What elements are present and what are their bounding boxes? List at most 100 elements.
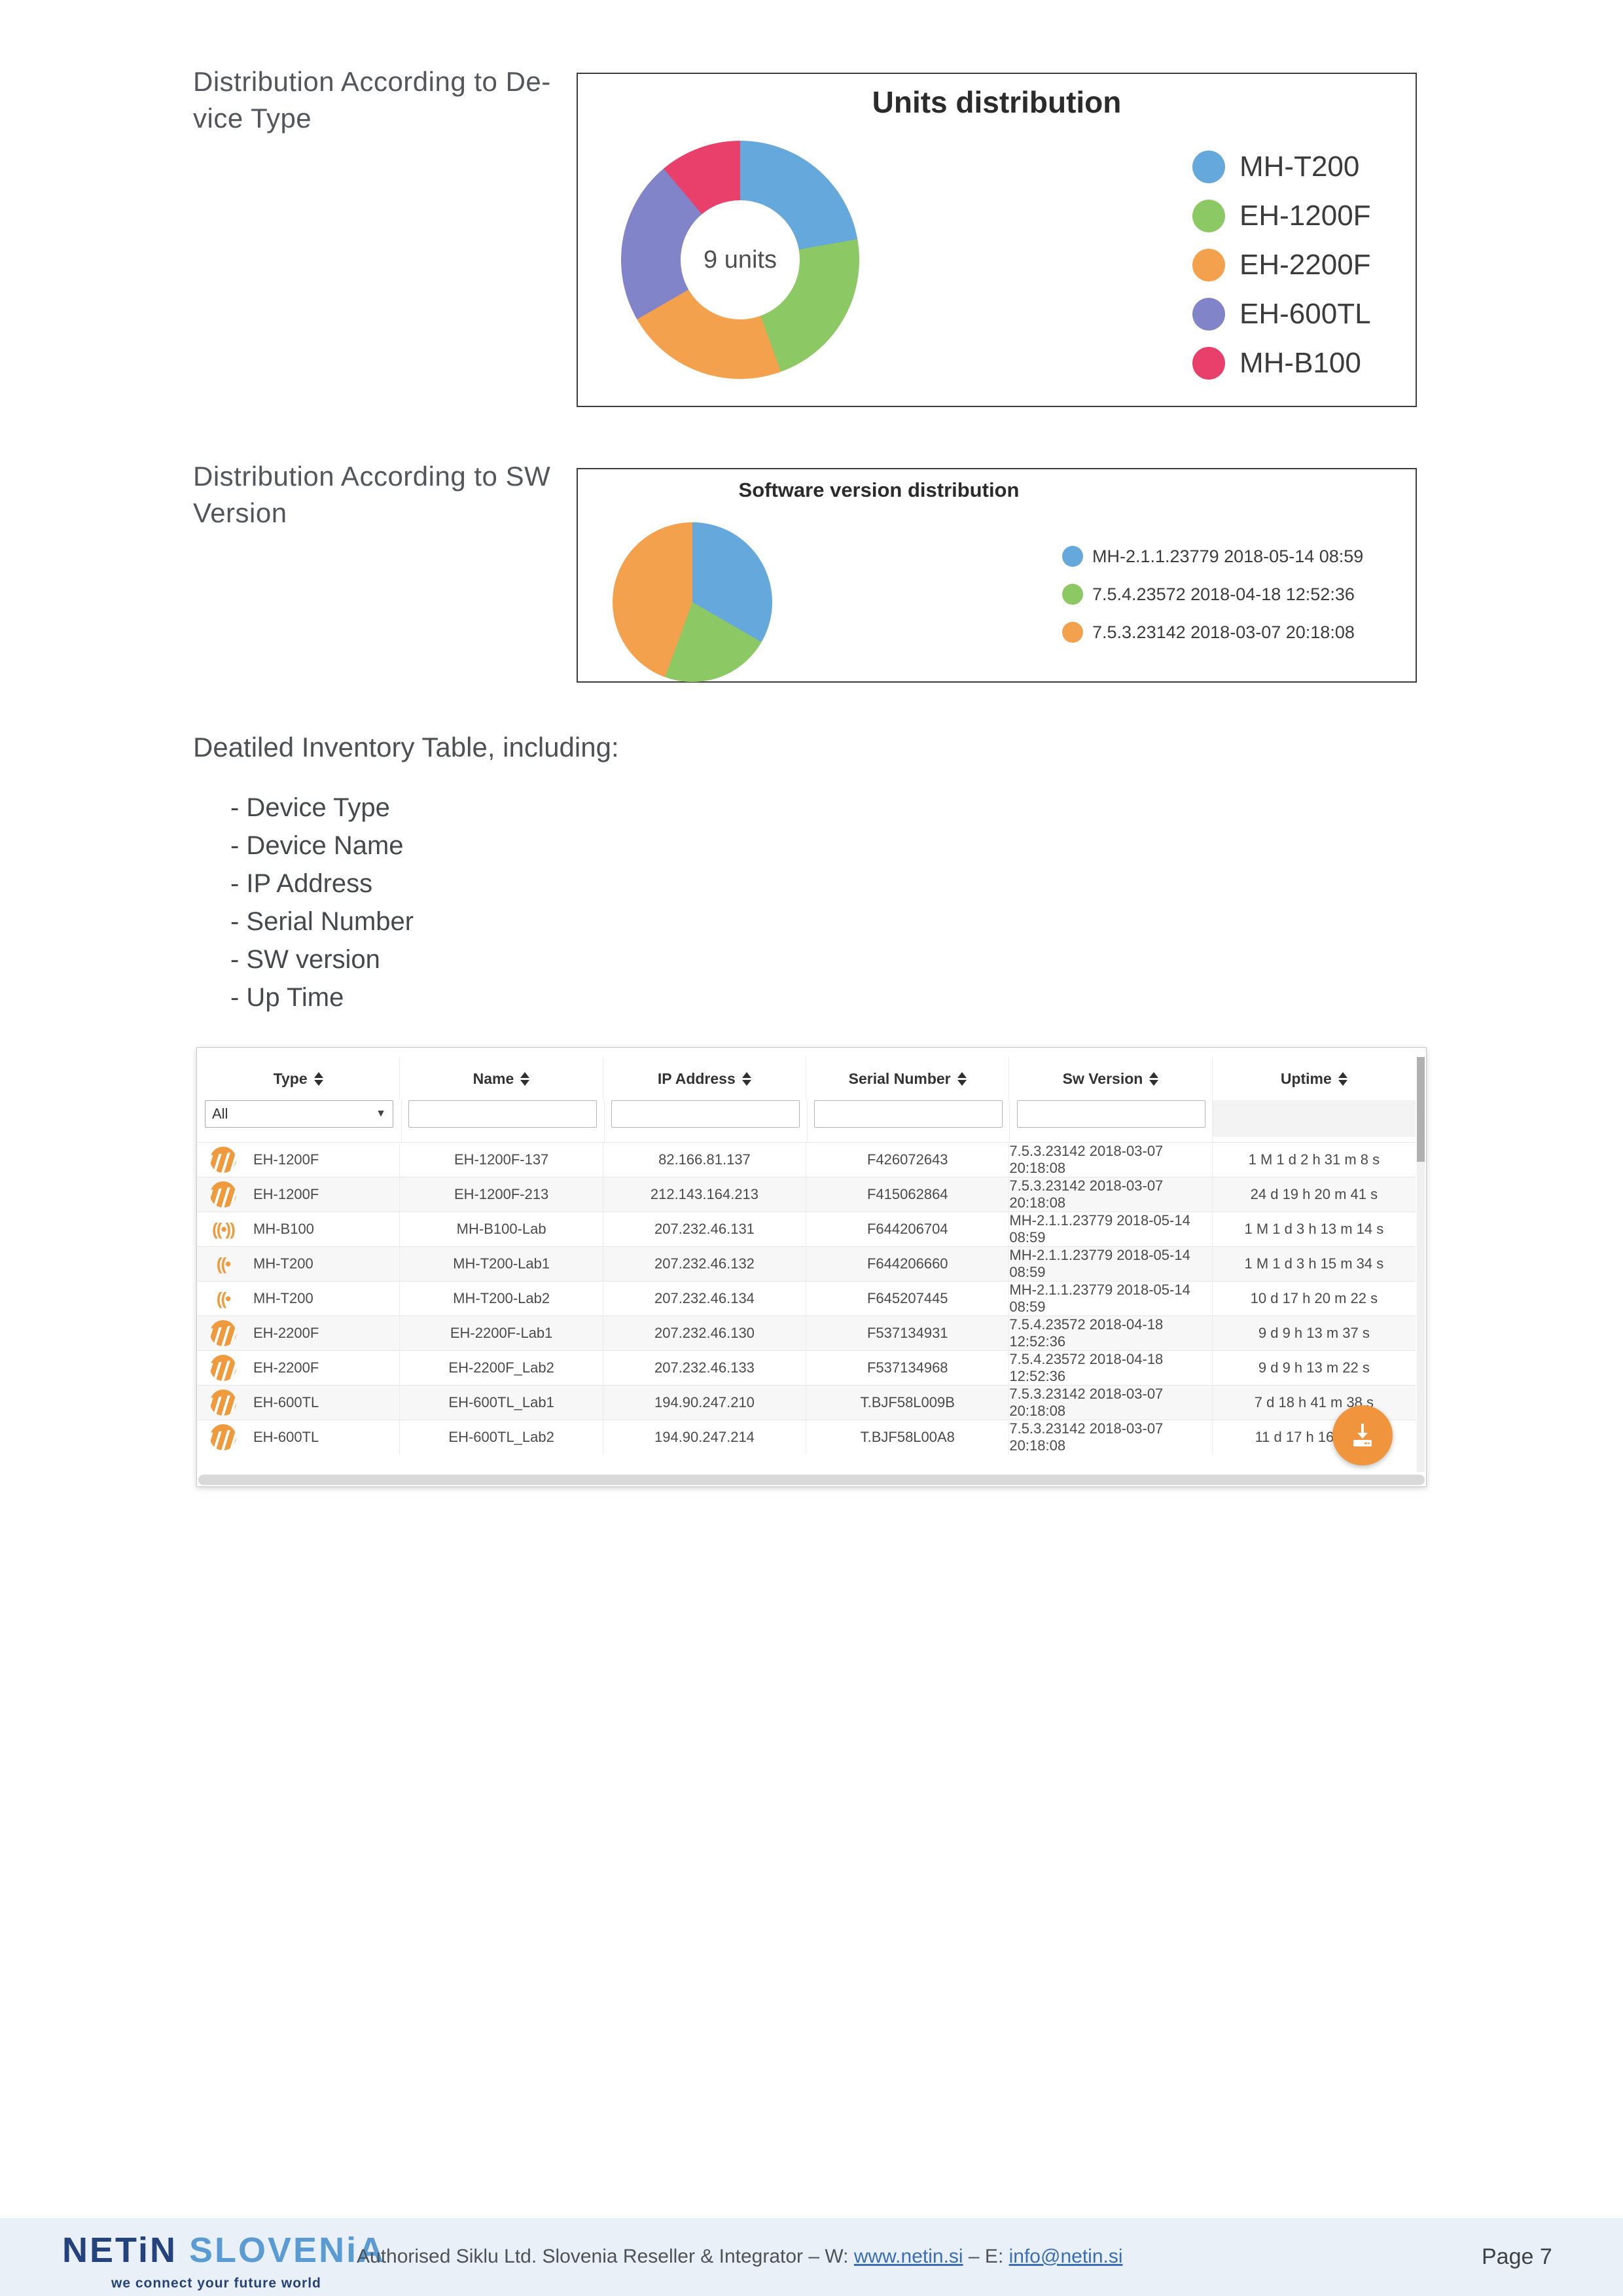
logo-tagline: we connect your future world [111, 2276, 321, 2291]
cell-sw-version: MH-2.1.1.23779 2018-05-14 08:59 [1009, 1282, 1213, 1316]
legend-item: MH-B100 [1192, 347, 1371, 380]
cell-type: ((• MH-T200 [197, 1247, 401, 1281]
table-row[interactable]: EH-1200F EH-1200F-213 212.143.164.213 F4… [197, 1177, 1416, 1211]
cell-name: MH-T200-Lab2 [400, 1282, 603, 1316]
website-link[interactable]: www.netin.si [853, 2246, 963, 2267]
email-link[interactable]: info@netin.si [1008, 2246, 1123, 2267]
cell-serial: T.BJF58L009B [806, 1386, 1010, 1420]
cell-uptime: 9 d 9 h 13 m 22 s [1258, 1359, 1370, 1376]
bullet-item: - IP Address [230, 869, 373, 898]
col-header-uptime[interactable]: Uptime [1213, 1057, 1416, 1100]
table-row[interactable]: EH-2200F EH-2200F_Lab2 207.232.46.133 F5… [197, 1350, 1416, 1385]
legend-dot [1192, 249, 1225, 281]
type-filter-select[interactable]: All ▼ [205, 1100, 393, 1128]
cell-sw-version: 7.5.3.23142 2018-03-07 20:18:08 [1009, 1177, 1213, 1211]
page-number: Page 7 [1482, 2244, 1552, 2269]
col-header-serial-number[interactable]: Serial Number [806, 1057, 1010, 1100]
table-row[interactable]: ((• MH-T200 MH-T200-Lab1 207.232.46.132 F… [197, 1246, 1416, 1281]
legend-item: MH-T200 [1192, 151, 1371, 183]
col-header-name[interactable]: Name [400, 1057, 603, 1100]
bullet-item: - Device Type [230, 793, 390, 822]
cell-sw-version: MH-2.1.1.23779 2018-05-14 08:59 [1009, 1247, 1213, 1281]
footer: NETiN SLOVENiA we connect your future wor… [0, 2218, 1623, 2296]
serial-filter-input[interactable] [813, 1100, 1003, 1128]
cell-serial: F537134968 [806, 1351, 1010, 1385]
cell-serial: F645207445 [806, 1282, 1010, 1316]
heading-line: Distribution According to SW [193, 461, 551, 492]
sw-filter-input[interactable] [1016, 1100, 1205, 1128]
cell-uptime: 1 M 1 d 3 h 15 m 34 s [1244, 1255, 1384, 1272]
legend-dot [1192, 298, 1225, 331]
table-header-row: Type Name IP Address Serial Number Sw Ve… [197, 1057, 1416, 1100]
bullet-item: - Serial Number [230, 907, 414, 936]
col-header-type[interactable]: Type [197, 1057, 401, 1100]
cell-type: EH-1200F [197, 1177, 401, 1211]
legend-item: EH-600TL [1192, 298, 1371, 331]
sw-pie-chart [613, 522, 772, 682]
siklu-device-icon [210, 1147, 236, 1173]
sort-icon [1338, 1071, 1347, 1086]
table-filter-row: All ▼ [197, 1100, 1416, 1142]
scrollbar-thumb[interactable] [1417, 1057, 1425, 1162]
legend-item: 7.5.3.23142 2018-03-07 20:18:08 [1062, 622, 1363, 643]
siklu-device-icon [210, 1390, 236, 1416]
cell-name: EH-2200F_Lab2 [400, 1351, 603, 1385]
cell-ip: 194.90.247.210 [603, 1386, 807, 1420]
sort-icon [313, 1071, 323, 1086]
cell-type: EH-2200F [197, 1351, 401, 1385]
table-row[interactable]: EH-2200F EH-2200F-Lab1 207.232.46.130 F5… [197, 1316, 1416, 1350]
cell-type: EH-2200F [197, 1316, 401, 1350]
sort-icon [1149, 1071, 1159, 1086]
legend-item: 7.5.4.23572 2018-04-18 12:52:36 [1062, 584, 1363, 605]
cell-sw-version: 7.5.3.23142 2018-03-07 20:18:08 [1009, 1143, 1213, 1177]
legend-dot [1062, 622, 1083, 643]
col-header-sw-version[interactable]: Sw Version [1009, 1057, 1213, 1100]
inventory-bullet-list: - Device Type - Device Name - IP Address… [230, 793, 414, 1013]
siklu-device-icon [210, 1424, 236, 1450]
legend-dot [1062, 546, 1083, 567]
legend-item: EH-2200F [1192, 249, 1371, 281]
sw-version-distribution-card: Software version distribution MH-2.1.1.2… [577, 468, 1417, 683]
footer-text: Authorised Siklu Ltd. Slovenia Reseller … [357, 2246, 1123, 2267]
vertical-scrollbar[interactable] [1417, 1057, 1425, 1472]
table-row[interactable]: ((• MH-T200 MH-T200-Lab2 207.232.46.134 F… [197, 1281, 1416, 1316]
bullet-item: - SW version [230, 945, 380, 974]
units-chart-title: Units distribution [872, 85, 1122, 119]
col-header-ip-address[interactable]: IP Address [603, 1057, 806, 1100]
cell-type: EH-600TL [197, 1386, 401, 1420]
cell-ip: 82.166.81.137 [603, 1143, 807, 1177]
table-row[interactable]: EH-600TL EH-600TL_Lab2 194.90.247.214 T.… [197, 1420, 1416, 1454]
legend-item: EH-1200F [1192, 200, 1371, 232]
ip-filter-cell [605, 1100, 808, 1142]
heading-line: vice Type [193, 103, 312, 134]
cell-uptime: 1 M 1 d 3 h 13 m 14 s [1244, 1221, 1384, 1237]
cell-name: EH-2200F-Lab1 [400, 1316, 603, 1350]
siklu-device-icon [210, 1320, 236, 1346]
cell-uptime: 7 d 18 h 41 m 38 s [1254, 1394, 1374, 1410]
table-row[interactable]: ((•)) MH-B100 MH-B100-Lab 207.232.46.131 … [197, 1211, 1416, 1246]
cell-serial: F415062864 [806, 1177, 1010, 1211]
heading-line: Version [193, 497, 287, 528]
sw-filter-cell [1010, 1100, 1213, 1142]
cell-name: EH-1200F-137 [400, 1143, 603, 1177]
table-row[interactable]: EH-600TL EH-600TL_Lab1 194.90.247.210 T.… [197, 1385, 1416, 1420]
sort-icon [520, 1071, 530, 1086]
bullet-item: - Device Name [230, 831, 404, 860]
table-row[interactable]: EH-1200F EH-1200F-137 82.166.81.137 F426… [197, 1142, 1416, 1177]
cell-ip: 212.143.164.213 [603, 1177, 807, 1211]
antenna-icon: ((• [216, 1288, 231, 1308]
units-legend: MH-T200 EH-1200F EH-2200F EH-600TL MH-B1… [1192, 151, 1371, 380]
sort-icon [957, 1071, 967, 1086]
cell-ip: 207.232.46.132 [603, 1247, 807, 1281]
legend-dot [1192, 151, 1225, 183]
name-filter-input[interactable] [408, 1100, 597, 1128]
cell-serial: F426072643 [806, 1143, 1010, 1177]
legend-dot [1062, 584, 1083, 605]
ip-filter-input[interactable] [611, 1100, 800, 1128]
horizontal-scrollbar[interactable] [198, 1475, 1425, 1485]
download-button[interactable] [1332, 1405, 1393, 1465]
units-donut-chart: 9 units [621, 141, 859, 379]
cell-sw-version: 7.5.3.23142 2018-03-07 20:18:08 [1009, 1420, 1213, 1454]
cell-type: ((• MH-T200 [197, 1282, 401, 1316]
legend-dot [1192, 200, 1225, 232]
